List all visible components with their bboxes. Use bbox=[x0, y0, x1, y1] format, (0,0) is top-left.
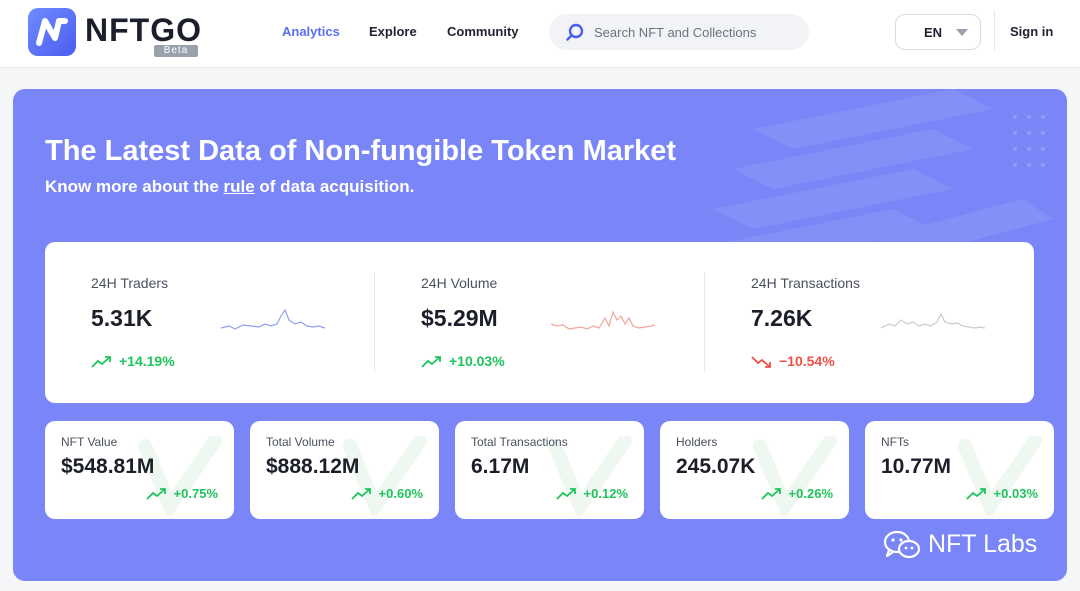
top-navigation-bar: NFTGO Beta Analytics Explore Community S… bbox=[0, 0, 1080, 68]
beta-badge: Beta bbox=[154, 45, 198, 57]
metric-value: 6.17M bbox=[471, 455, 530, 478]
metric-card-total-volume[interactable]: Total Volume $888.12M +0.60% bbox=[250, 421, 439, 519]
stat-change: +14.19% bbox=[91, 353, 175, 369]
chevron-down-icon bbox=[956, 29, 968, 36]
subtitle-text-end: of data acquisition. bbox=[254, 177, 415, 196]
traders-sparkline bbox=[221, 308, 325, 330]
metric-change-value: +0.60% bbox=[378, 486, 423, 501]
stat-24h-volume: 24H Volume $5.29M +10.03% bbox=[375, 242, 705, 403]
metric-change: +0.12% bbox=[555, 486, 628, 501]
metric-change: +0.75% bbox=[145, 486, 218, 501]
stat-change-value: +14.19% bbox=[119, 353, 175, 369]
metric-label: NFTs bbox=[881, 435, 909, 449]
metric-label: Holders bbox=[676, 435, 718, 449]
metric-change: +0.26% bbox=[760, 486, 833, 501]
metric-label: NFT Value bbox=[61, 435, 118, 449]
metric-value: $888.12M bbox=[266, 455, 360, 478]
sign-in-button[interactable]: Sign in bbox=[1010, 24, 1054, 39]
language-value: EN bbox=[924, 25, 943, 40]
stat-change-value: +10.03% bbox=[449, 353, 505, 369]
wechat-icon bbox=[883, 530, 921, 559]
card-watermark-icon bbox=[958, 436, 1042, 516]
nav-explore[interactable]: Explore bbox=[369, 24, 417, 39]
metric-card-total-transactions[interactable]: Total Transactions 6.17M +0.12% bbox=[455, 421, 644, 519]
card-watermark-icon bbox=[753, 436, 837, 516]
hero-banner: The Latest Data of Non-fungible Token Ma… bbox=[13, 89, 1067, 581]
metric-change: +0.60% bbox=[350, 486, 423, 501]
search-placeholder: Search NFT and Collections bbox=[594, 25, 757, 40]
metric-card-nfts[interactable]: NFTs 10.77M +0.03% bbox=[865, 421, 1054, 519]
hero-subtitle: Know more about the rule of data acquisi… bbox=[45, 177, 414, 197]
metric-value: 245.07K bbox=[676, 455, 756, 478]
watermark-text: NFT Labs bbox=[928, 530, 1038, 558]
nftgo-logo[interactable]: NFTGO Beta bbox=[28, 8, 202, 58]
metric-card-holders[interactable]: Holders 245.07K +0.26% bbox=[660, 421, 849, 519]
metric-label: Total Volume bbox=[266, 435, 335, 449]
transactions-sparkline bbox=[881, 312, 985, 329]
stat-24h-transactions: 24H Transactions 7.26K −10.54% bbox=[705, 242, 1035, 403]
metric-label: Total Transactions bbox=[471, 435, 568, 449]
volume-sparkline bbox=[551, 310, 655, 330]
stat-24h-traders: 24H Traders 5.31K +14.19% bbox=[45, 242, 375, 403]
stat-value: $5.29M bbox=[421, 305, 498, 331]
metric-value: 10.77M bbox=[881, 455, 952, 478]
stat-label: 24H Traders bbox=[91, 275, 169, 291]
metric-change-value: +0.26% bbox=[788, 486, 833, 501]
stat-label: 24H Transactions bbox=[751, 275, 860, 291]
trend-up-icon bbox=[91, 356, 111, 368]
stat-change: −10.54% bbox=[751, 353, 835, 369]
metric-change-value: +0.03% bbox=[993, 486, 1038, 501]
trend-up-icon bbox=[555, 488, 576, 500]
logo-mark-icon bbox=[28, 8, 76, 56]
subtitle-text-start: Know more about the bbox=[45, 177, 224, 196]
stat-divider bbox=[704, 272, 705, 372]
trend-down-icon bbox=[751, 356, 771, 368]
nav-analytics[interactable]: Analytics bbox=[282, 24, 340, 39]
nav-community[interactable]: Community bbox=[447, 24, 519, 39]
search-icon bbox=[566, 23, 584, 41]
card-watermark-icon bbox=[343, 436, 427, 516]
stat-change-value: −10.54% bbox=[779, 353, 835, 369]
metric-change-value: +0.75% bbox=[173, 486, 218, 501]
rule-link[interactable]: rule bbox=[223, 177, 255, 196]
brand-name: NFTGO bbox=[85, 12, 202, 48]
search-input[interactable]: Search NFT and Collections bbox=[549, 14, 809, 50]
stat-divider bbox=[374, 272, 375, 372]
stat-label: 24H Volume bbox=[421, 275, 498, 291]
language-select[interactable]: EN bbox=[895, 14, 981, 50]
stat-value: 7.26K bbox=[751, 305, 813, 331]
trend-up-icon bbox=[760, 488, 781, 500]
card-watermark-icon bbox=[548, 436, 632, 516]
hero-title: The Latest Data of Non-fungible Token Ma… bbox=[45, 135, 677, 167]
trend-up-icon bbox=[350, 488, 371, 500]
header-divider bbox=[994, 10, 995, 50]
trend-up-icon bbox=[421, 356, 441, 368]
trend-up-icon bbox=[965, 488, 986, 500]
metric-card-nft-value[interactable]: NFT Value $548.81M +0.75% bbox=[45, 421, 234, 519]
metric-value: $548.81M bbox=[61, 455, 155, 478]
trend-up-icon bbox=[145, 488, 166, 500]
stat-change: +10.03% bbox=[421, 353, 505, 369]
metric-change-value: +0.12% bbox=[583, 486, 628, 501]
metric-change: +0.03% bbox=[965, 486, 1038, 501]
card-watermark-icon bbox=[138, 436, 222, 516]
stat-value: 5.31K bbox=[91, 305, 153, 331]
24h-stats-card: 24H Traders 5.31K +14.19% 24H Volume $5.… bbox=[45, 242, 1034, 403]
